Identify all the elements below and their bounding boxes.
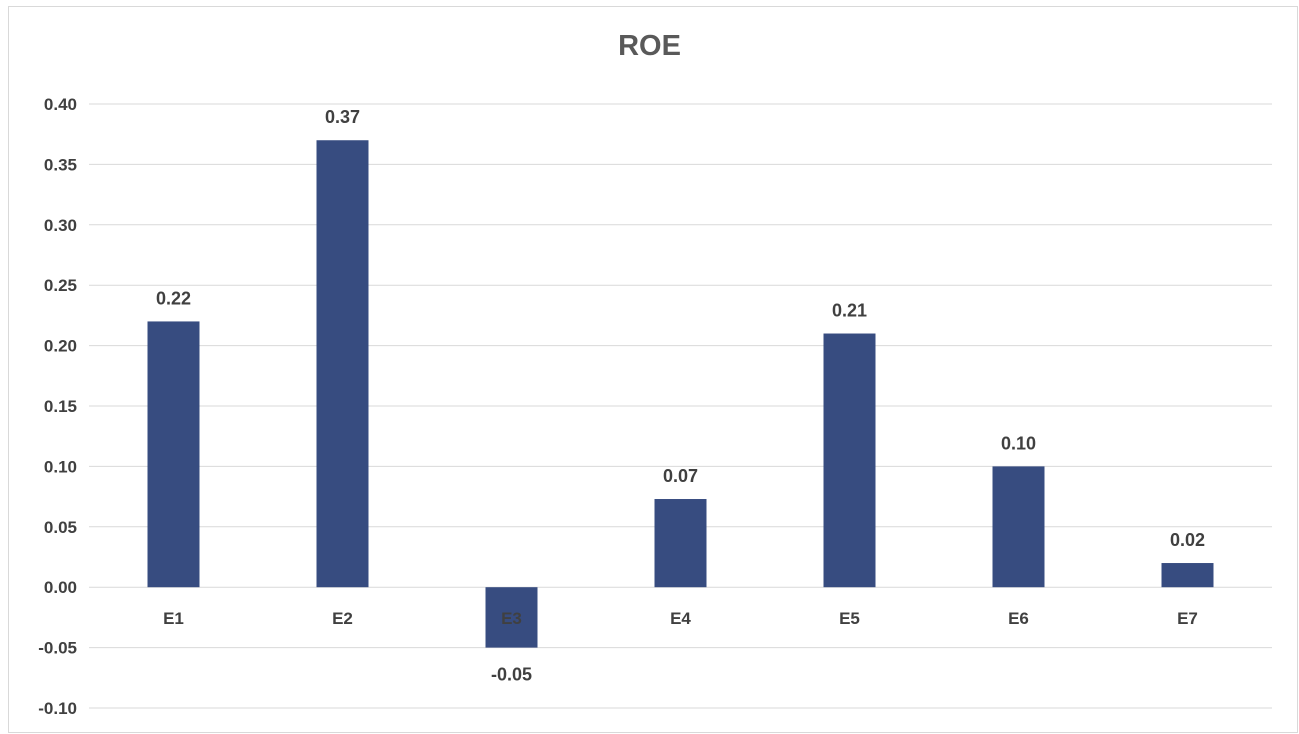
x-category-label: E4 — [670, 609, 691, 628]
chart-frame — [8, 6, 1298, 733]
bar-e6 — [992, 466, 1045, 588]
bar-e4 — [654, 499, 707, 588]
x-category-label: E3 — [501, 609, 522, 628]
x-category-label: E2 — [332, 609, 353, 628]
y-tick-label: -0.10 — [38, 699, 77, 718]
y-tick-label: 0.20 — [44, 337, 77, 356]
x-category-label: E6 — [1008, 609, 1029, 628]
y-tick-label: 0.40 — [44, 95, 77, 114]
data-label: 0.21 — [832, 301, 867, 321]
bar-e3 — [485, 587, 538, 648]
bar-e2 — [316, 140, 369, 588]
x-category-label: E7 — [1177, 609, 1198, 628]
bar-e7 — [1161, 563, 1214, 588]
x-axis-category-labels: E1 E2 E3 E4 E5 E6 E7 — [163, 609, 1198, 628]
gridlines — [89, 103, 1272, 709]
data-label: 0.10 — [1001, 433, 1036, 453]
y-tick-label: 0.25 — [44, 276, 77, 295]
data-label: 0.37 — [325, 107, 360, 127]
x-category-label: E1 — [163, 609, 184, 628]
bar-e1 — [147, 321, 200, 588]
bars — [147, 140, 1214, 648]
data-label: 0.07 — [663, 466, 698, 486]
chart-title: ROE — [618, 30, 681, 62]
y-tick-label: 0.15 — [44, 397, 77, 416]
data-label: 0.02 — [1170, 530, 1205, 550]
data-labels: 0.22 0.37 -0.05 0.07 0.21 0.10 0.02 — [156, 107, 1205, 684]
y-axis-tick-labels: 0.40 0.35 0.30 0.25 0.20 0.15 0.10 0.05 0.00 -0.0… — [38, 95, 77, 718]
bar-e5 — [823, 333, 876, 588]
y-tick-label: 0.00 — [44, 578, 77, 597]
x-category-label: E5 — [839, 609, 860, 628]
data-label: -0.05 — [491, 665, 532, 685]
y-tick-label: 0.30 — [44, 216, 77, 235]
y-tick-label: -0.05 — [38, 639, 77, 658]
y-tick-label: 0.35 — [44, 155, 77, 174]
data-label: 0.22 — [156, 288, 191, 308]
y-tick-label: 0.10 — [44, 457, 77, 476]
y-tick-label: 0.05 — [44, 518, 77, 537]
